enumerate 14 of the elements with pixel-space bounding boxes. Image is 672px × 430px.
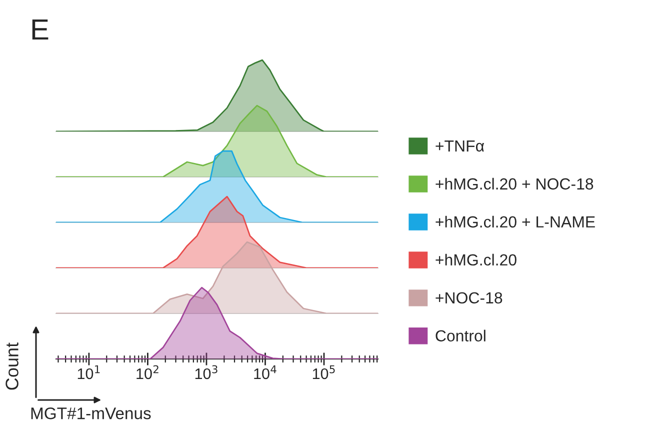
legend-label: +NOC-18 — [436, 292, 502, 304]
legend-label: Control — [436, 330, 486, 342]
x-tick-label: 10$^{3}$ — [195, 365, 218, 380]
legend-label: +hMG.cl.20 + L-NAME — [436, 216, 595, 228]
x-tick-label: 10$^{5}$ — [312, 365, 335, 380]
text: E — [32, 19, 48, 40]
legend-label: +hMG.cl.20 + NOC-18 — [436, 178, 594, 190]
x-tick-label: 10$^{1}$ — [78, 365, 100, 380]
x-tick-label: 10$^{2}$ — [136, 365, 158, 380]
x-axis-title: MGT#1-mVenus — [31, 407, 151, 420]
legend-label: +hMG.cl.20 — [436, 254, 516, 266]
legend-label: +TNFα — [436, 140, 484, 152]
y-axis-title: Count — [6, 342, 18, 390]
x-tick-label: 10$^{4}$ — [254, 365, 276, 380]
